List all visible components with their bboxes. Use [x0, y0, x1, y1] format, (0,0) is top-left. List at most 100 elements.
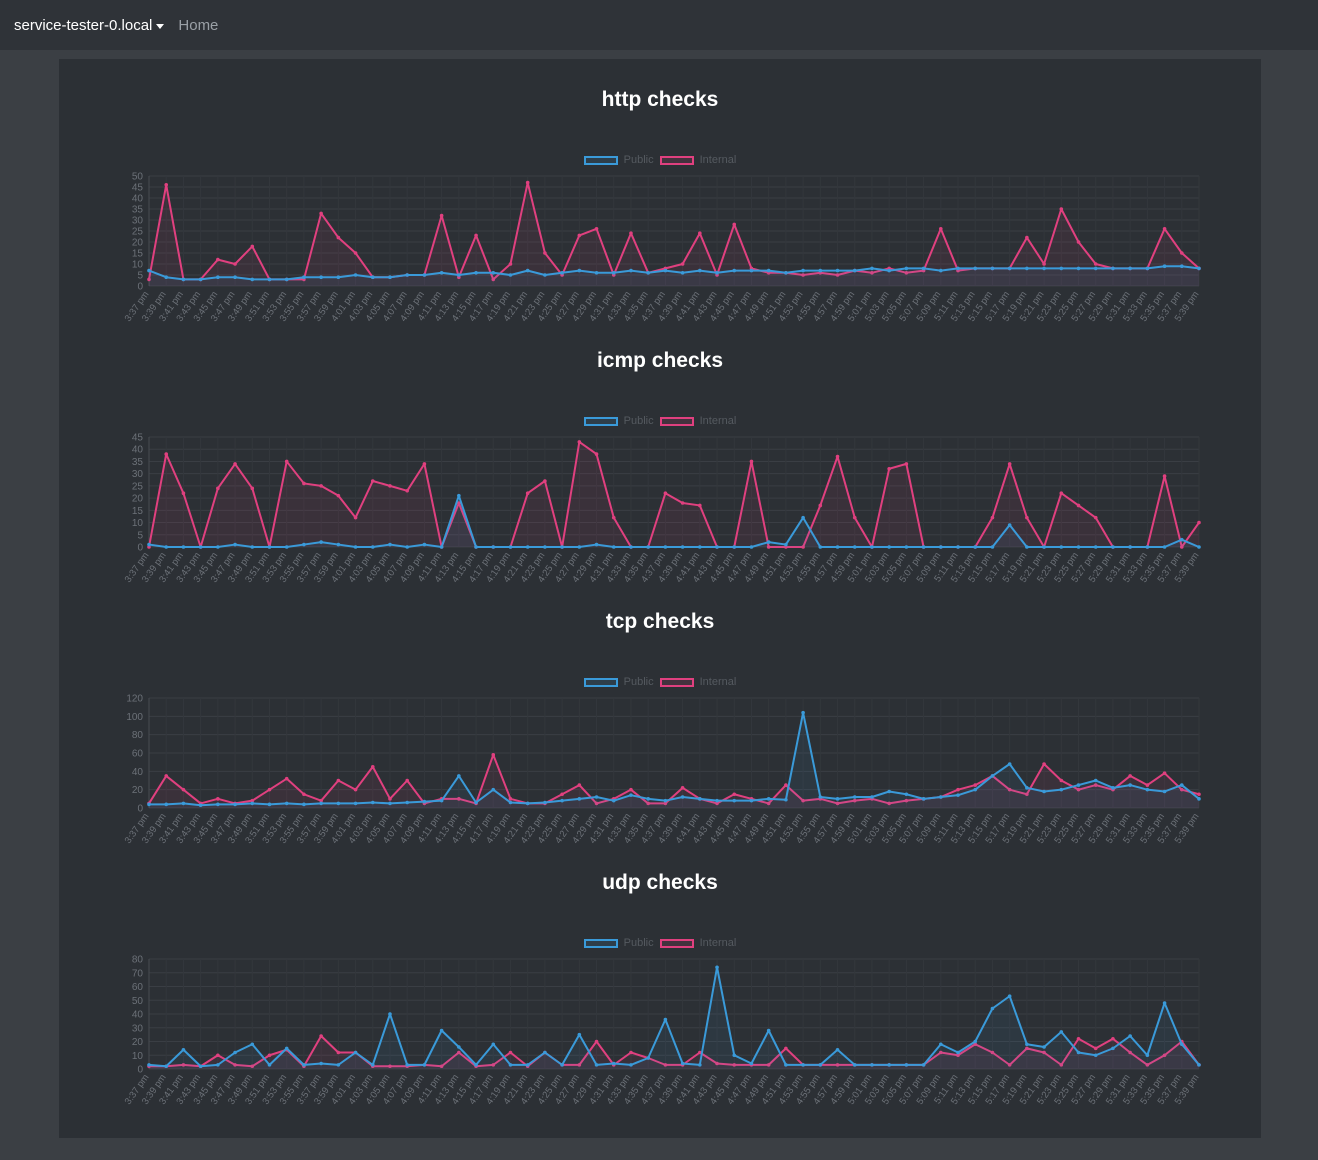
- y-tick-label: 40: [132, 194, 144, 205]
- chart-grid: [148, 436, 1200, 548]
- series-internal-point: [1007, 1063, 1012, 1067]
- series-public-point: [594, 542, 599, 547]
- legend-public-label: Public: [623, 937, 654, 949]
- series-internal-point: [164, 183, 169, 187]
- series-public-point: [663, 1017, 668, 1022]
- series-public-point: [801, 268, 805, 273]
- series-public-point: [939, 545, 943, 549]
- series-internal-point: [784, 783, 788, 787]
- y-tick-label: 40: [132, 445, 144, 456]
- series-public-point: [680, 545, 685, 549]
- series-internal-area: [149, 1036, 1199, 1069]
- series-internal-point: [715, 801, 719, 806]
- series-internal-point: [491, 1063, 496, 1067]
- series-public-point: [284, 545, 289, 549]
- series-public-point: [474, 545, 478, 549]
- series-internal-point: [870, 271, 874, 275]
- y-tick-label: 45: [132, 433, 144, 444]
- series-internal-point: [663, 801, 668, 806]
- series-public-point: [956, 1050, 960, 1055]
- legend-public[interactable]: Public: [583, 676, 654, 688]
- series-internal-point: [629, 787, 633, 792]
- legend-public[interactable]: Public: [583, 154, 654, 166]
- series-public-point: [956, 266, 960, 271]
- series-public-area: [149, 712, 1199, 808]
- navbar: service-tester-0.local Home: [0, 0, 1318, 50]
- series-internal-point: [680, 786, 685, 790]
- series-public-point: [611, 271, 616, 275]
- series-internal-point: [1145, 783, 1150, 787]
- series-internal-point: [216, 797, 220, 801]
- legend-internal[interactable]: Internal: [659, 415, 737, 427]
- series-public-point: [904, 1063, 909, 1067]
- series-internal-point: [1162, 771, 1167, 775]
- series-public-point: [543, 1050, 547, 1055]
- series-internal-point: [663, 1063, 668, 1067]
- series-internal-point: [715, 1061, 719, 1066]
- series-internal-point: [1093, 515, 1098, 520]
- series-internal-point: [1007, 787, 1012, 792]
- series-public-point: [1162, 789, 1167, 794]
- legend-internal-label: Internal: [699, 415, 737, 427]
- series-public: [147, 965, 1201, 1069]
- legend-internal[interactable]: Internal: [659, 154, 736, 166]
- series-public-point: [422, 273, 427, 277]
- series-public-point: [852, 1063, 857, 1067]
- series-public-point: [1076, 545, 1081, 549]
- series-public-line: [148, 494, 1200, 548]
- series-public-point: [784, 797, 788, 802]
- series-public-point: [457, 774, 461, 778]
- series-internal-point: [508, 1050, 513, 1055]
- series-public-point: [1042, 545, 1046, 549]
- legend-internal[interactable]: Internal: [659, 937, 736, 949]
- y-tick-label: 50: [132, 172, 144, 183]
- series-internal-point: [698, 231, 702, 235]
- series-public-point: [1111, 1046, 1115, 1051]
- series-public-point: [1197, 266, 1201, 271]
- series-public-point: [457, 493, 461, 498]
- series-public-point: [611, 1061, 616, 1066]
- series-public-point: [818, 1063, 823, 1067]
- series-public-point: [525, 545, 530, 549]
- chart-legend: Public Internal: [59, 154, 1261, 166]
- series-public-point: [198, 1064, 203, 1069]
- legend-public[interactable]: Public: [583, 937, 654, 949]
- series-public-point: [525, 1063, 530, 1067]
- series-public-point: [766, 797, 771, 801]
- series-public-point: [508, 273, 513, 277]
- series-public-point: [319, 275, 323, 279]
- series-public-point: [1162, 1001, 1167, 1005]
- series-internal-point: [353, 251, 358, 255]
- series-public-point: [990, 266, 995, 271]
- legend-public[interactable]: Public: [583, 415, 654, 427]
- series-public-point: [353, 273, 358, 277]
- series-public-point: [474, 800, 478, 805]
- series-internal-point: [353, 787, 358, 792]
- series-internal-point: [1025, 792, 1029, 797]
- series-public-point: [164, 802, 169, 807]
- series-public-point: [147, 268, 151, 273]
- series-public-point: [646, 545, 650, 549]
- series-internal-point: [835, 454, 840, 459]
- series-public-point: [663, 545, 668, 549]
- series-public-point: [680, 271, 685, 275]
- series-internal-point: [801, 273, 805, 277]
- series-internal-point: [904, 462, 909, 466]
- y-tick-label: 10: [132, 260, 144, 271]
- series-internal-point: [1128, 1050, 1132, 1055]
- chart-title: udp checks: [602, 871, 718, 894]
- series-internal-point: [594, 1039, 599, 1044]
- udp-checks-chart: udp checks Public Internal 0 10 20 30 40 50 60…: [59, 869, 1261, 1130]
- series-public-point: [1162, 264, 1167, 268]
- series-public-point: [198, 803, 203, 808]
- legend-public-swatch: [583, 938, 618, 948]
- series-internal-point: [250, 1064, 255, 1069]
- series-public-point: [1128, 266, 1132, 271]
- series-public-point: [302, 275, 306, 279]
- legend-internal[interactable]: Internal: [659, 676, 736, 688]
- series-internal-point: [457, 797, 461, 801]
- series-internal-point: [629, 231, 633, 235]
- home-link[interactable]: Home: [178, 16, 219, 34]
- host-dropdown[interactable]: service-tester-0.local: [14, 17, 165, 34]
